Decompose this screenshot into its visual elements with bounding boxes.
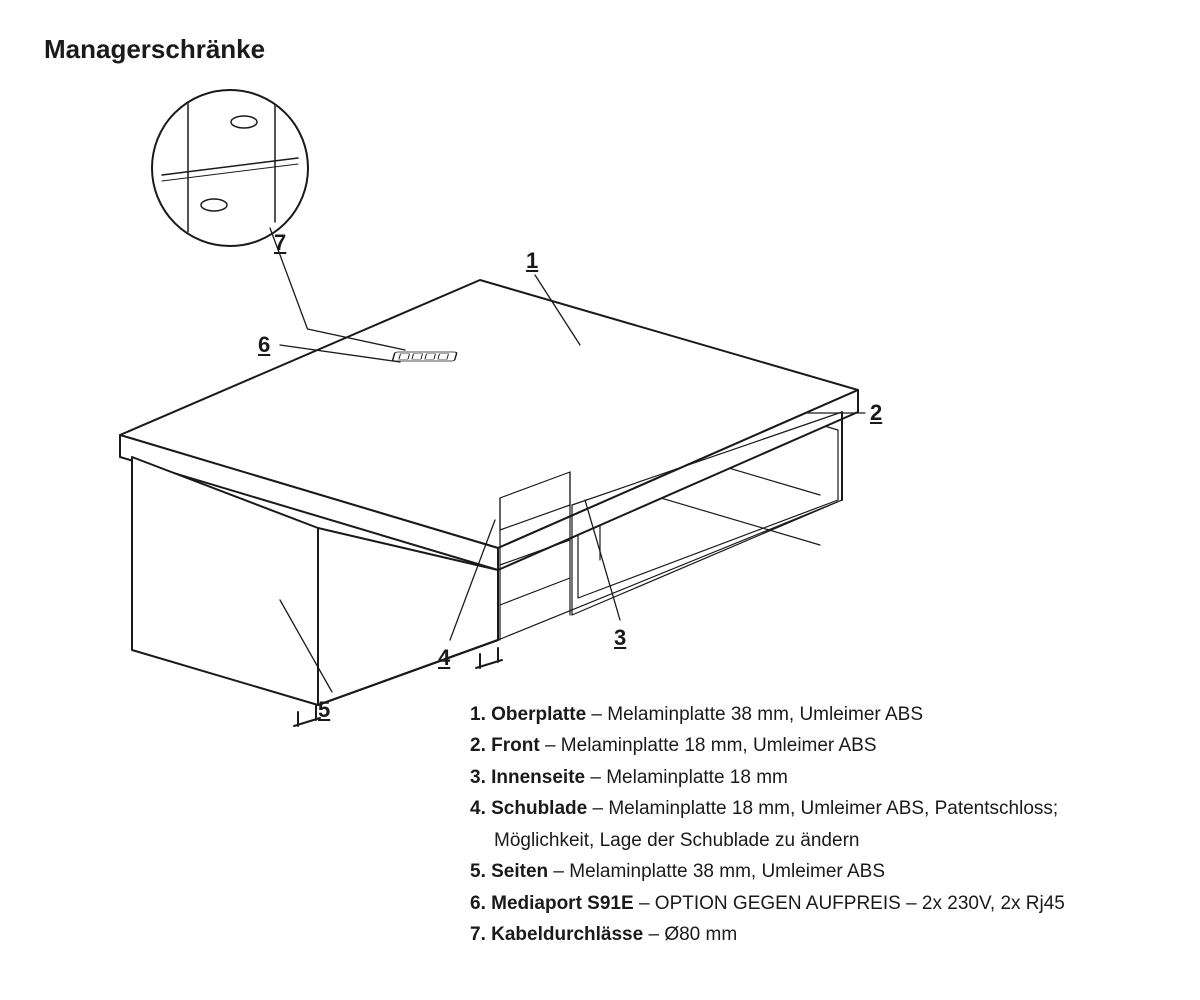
callout-2: 2 <box>870 400 882 426</box>
legend: 1. Oberplatte – Melaminplatte 38 mm, Uml… <box>470 700 1065 952</box>
callout-1: 1 <box>526 248 538 274</box>
legend-item-2: 2. Front – Melaminplatte 18 mm, Umleimer… <box>470 731 1065 760</box>
page: Managerschränke 1234567 1. Oberplatte – … <box>0 0 1200 1000</box>
legend-item-3: 3. Innenseite – Melaminplatte 18 mm <box>470 763 1065 792</box>
legend-item-5: 5. Seiten – Melaminplatte 38 mm, Umleime… <box>470 857 1065 886</box>
callout-6: 6 <box>258 332 270 358</box>
legend-item-4: 4. Schublade – Melaminplatte 18 mm, Umle… <box>470 794 1065 823</box>
legend-item-6: 6. Mediaport S91E – OPTION GEGEN AUFPREI… <box>470 889 1065 918</box>
legend-item-1: 1. Oberplatte – Melaminplatte 38 mm, Uml… <box>470 700 1065 729</box>
legend-item-7: 7. Kabeldurchlässe – Ø80 mm <box>470 920 1065 949</box>
callout-3: 3 <box>614 625 626 651</box>
callout-5: 5 <box>318 697 330 723</box>
callout-4: 4 <box>438 645 450 671</box>
callout-7: 7 <box>274 230 286 256</box>
legend-item-4-extra: Möglichkeit, Lage der Schublade zu änder… <box>470 826 1065 855</box>
